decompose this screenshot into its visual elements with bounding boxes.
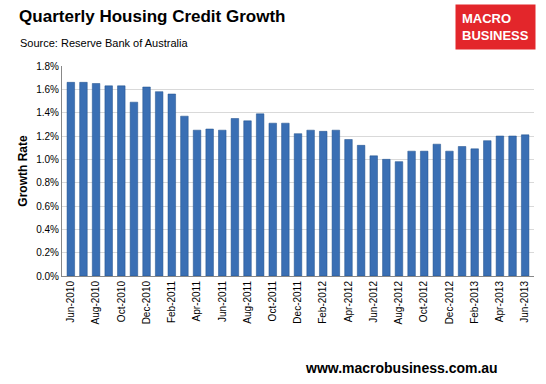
- svg-text:Oct-2010: Oct-2010: [116, 281, 127, 323]
- svg-text:Apr-2011: Apr-2011: [191, 281, 202, 322]
- svg-text:0.6%: 0.6%: [36, 201, 59, 212]
- svg-text:MACROBUSINESS: MACROBUSINESS: [462, 11, 529, 43]
- svg-text:Aug-2012: Aug-2012: [393, 281, 404, 325]
- svg-text:1.4%: 1.4%: [36, 107, 59, 118]
- svg-text:Oct-2011: Oct-2011: [267, 281, 278, 322]
- svg-text:0.0%: 0.0%: [36, 271, 59, 282]
- svg-text:Dec-2010: Dec-2010: [141, 281, 152, 325]
- svg-text:Jun-2013: Jun-2013: [519, 281, 530, 323]
- svg-text:Growth Rate: Growth Rate: [16, 135, 30, 207]
- svg-text:Dec-2011: Dec-2011: [292, 281, 303, 324]
- svg-text:Oct-2012: Oct-2012: [418, 281, 429, 323]
- svg-text:Aug-2010: Aug-2010: [90, 281, 101, 325]
- svg-text:Jun-2012: Jun-2012: [368, 281, 379, 323]
- svg-text:0.2%: 0.2%: [36, 247, 59, 258]
- svg-text:Feb-2011: Feb-2011: [166, 281, 177, 324]
- svg-text:1.8%: 1.8%: [36, 61, 59, 72]
- svg-text:Aug-2011: Aug-2011: [242, 281, 253, 324]
- svg-text:Jun-2011: Jun-2011: [217, 281, 228, 322]
- svg-text:1.2%: 1.2%: [36, 131, 59, 142]
- svg-text:Quarterly Housing Credit Growt: Quarterly Housing Credit Growth: [19, 7, 285, 26]
- svg-text:Apr-2012: Apr-2012: [343, 281, 354, 323]
- svg-text:1.6%: 1.6%: [36, 84, 59, 95]
- svg-text:www.macrobusiness.com.au: www.macrobusiness.com.au: [305, 360, 498, 376]
- svg-text:0.8%: 0.8%: [36, 177, 59, 188]
- svg-text:0.4%: 0.4%: [36, 224, 59, 235]
- svg-text:Apr-2013: Apr-2013: [494, 281, 505, 323]
- svg-text:Jun-2010: Jun-2010: [65, 281, 76, 323]
- svg-text:1.0%: 1.0%: [36, 154, 59, 165]
- svg-text:Feb-2013: Feb-2013: [469, 281, 480, 324]
- svg-text:Feb-2012: Feb-2012: [317, 281, 328, 324]
- svg-text:Source: Reserve Bank of Austra: Source: Reserve Bank of Australia: [20, 37, 188, 49]
- svg-text:Dec-2012: Dec-2012: [444, 281, 455, 325]
